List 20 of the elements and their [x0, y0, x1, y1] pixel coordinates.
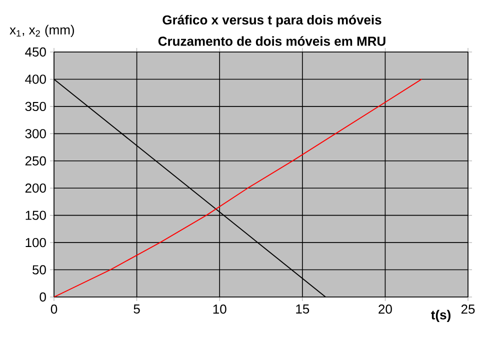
- y-tick-label: 0: [40, 292, 46, 302]
- y-tick-label: 50: [32, 265, 46, 274]
- x-axis-title: t(s): [431, 310, 450, 322]
- x-tick-label: 0: [50, 304, 58, 314]
- x-tick-label: 5: [134, 304, 140, 314]
- y-tick-label: 350: [25, 102, 46, 112]
- y-tick-label: 450: [25, 47, 46, 57]
- y-tick-label: 300: [25, 129, 46, 138]
- x-tick-label: 15: [296, 304, 310, 314]
- y-tick-label: 100: [26, 238, 46, 248]
- chart-subtitle: Cruzamento de dois móveis em MRU: [158, 36, 386, 46]
- y-tick-label: 200: [25, 184, 46, 193]
- y-tick-label: 150: [26, 210, 46, 220]
- y-axis-title: x$_{1}$, x$_{2}$ (mm): [10, 24, 74, 38]
- x-tick-label: 20: [378, 304, 392, 314]
- x-tick-label: 10: [213, 304, 226, 314]
- y-tick-label: 250: [25, 156, 46, 166]
- y-tick-label: 400: [25, 74, 46, 84]
- chart-title: Gráfico x versus t para dois móveis: [162, 14, 382, 28]
- x-tick-label: 25: [461, 304, 475, 314]
